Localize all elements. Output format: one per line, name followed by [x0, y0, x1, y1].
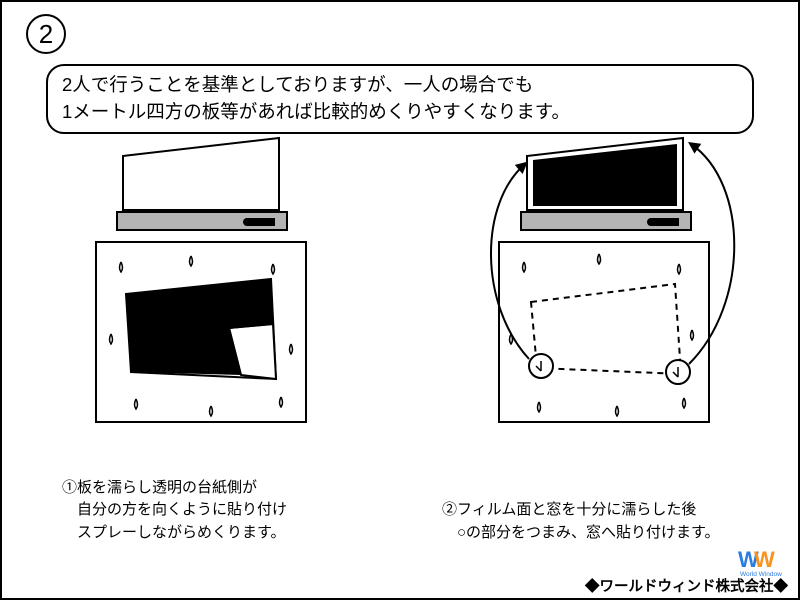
intro-line2: 1メートル四方の板等があれば比較的めくりやすくなります。: [62, 101, 570, 122]
logo-icon: W W World Window: [738, 547, 788, 577]
illustration-left: [41, 134, 361, 484]
intro-line1: 2人で行うことを基準としておりますが、一人の場合でも: [62, 74, 533, 95]
footer: W W World Window ◆ワールドウィンド株式会社◆: [585, 547, 788, 596]
step-number-text: 2: [39, 19, 53, 50]
intro-box: 2人で行うことを基準としておりますが、一人の場合でも 1メートル四方の板等があれ…: [46, 64, 754, 134]
step-number: 2: [26, 14, 66, 54]
panel-left: ①板を濡らし透明の台紙側が 自分の方を向くように貼り付け スプレーしながらめくり…: [2, 134, 400, 548]
caption-left: ①板を濡らし透明の台紙側が 自分の方を向くように貼り付け スプレーしながらめくり…: [62, 477, 287, 545]
panels-row: ①板を濡らし透明の台紙側が 自分の方を向くように貼り付け スプレーしながらめくり…: [2, 134, 798, 548]
caption-right: ②フィルム面と窓を十分に濡らした後 ○の部分をつまみ、窓へ貼り付けます。: [442, 499, 720, 544]
company-name: ◆ワールドウィンド株式会社◆: [585, 575, 788, 596]
panel-right: ②フィルム面と窓を十分に濡らした後 ○の部分をつまみ、窓へ貼り付けます。: [400, 134, 798, 548]
svg-text:W: W: [754, 547, 775, 572]
illustration-right: [429, 134, 769, 484]
